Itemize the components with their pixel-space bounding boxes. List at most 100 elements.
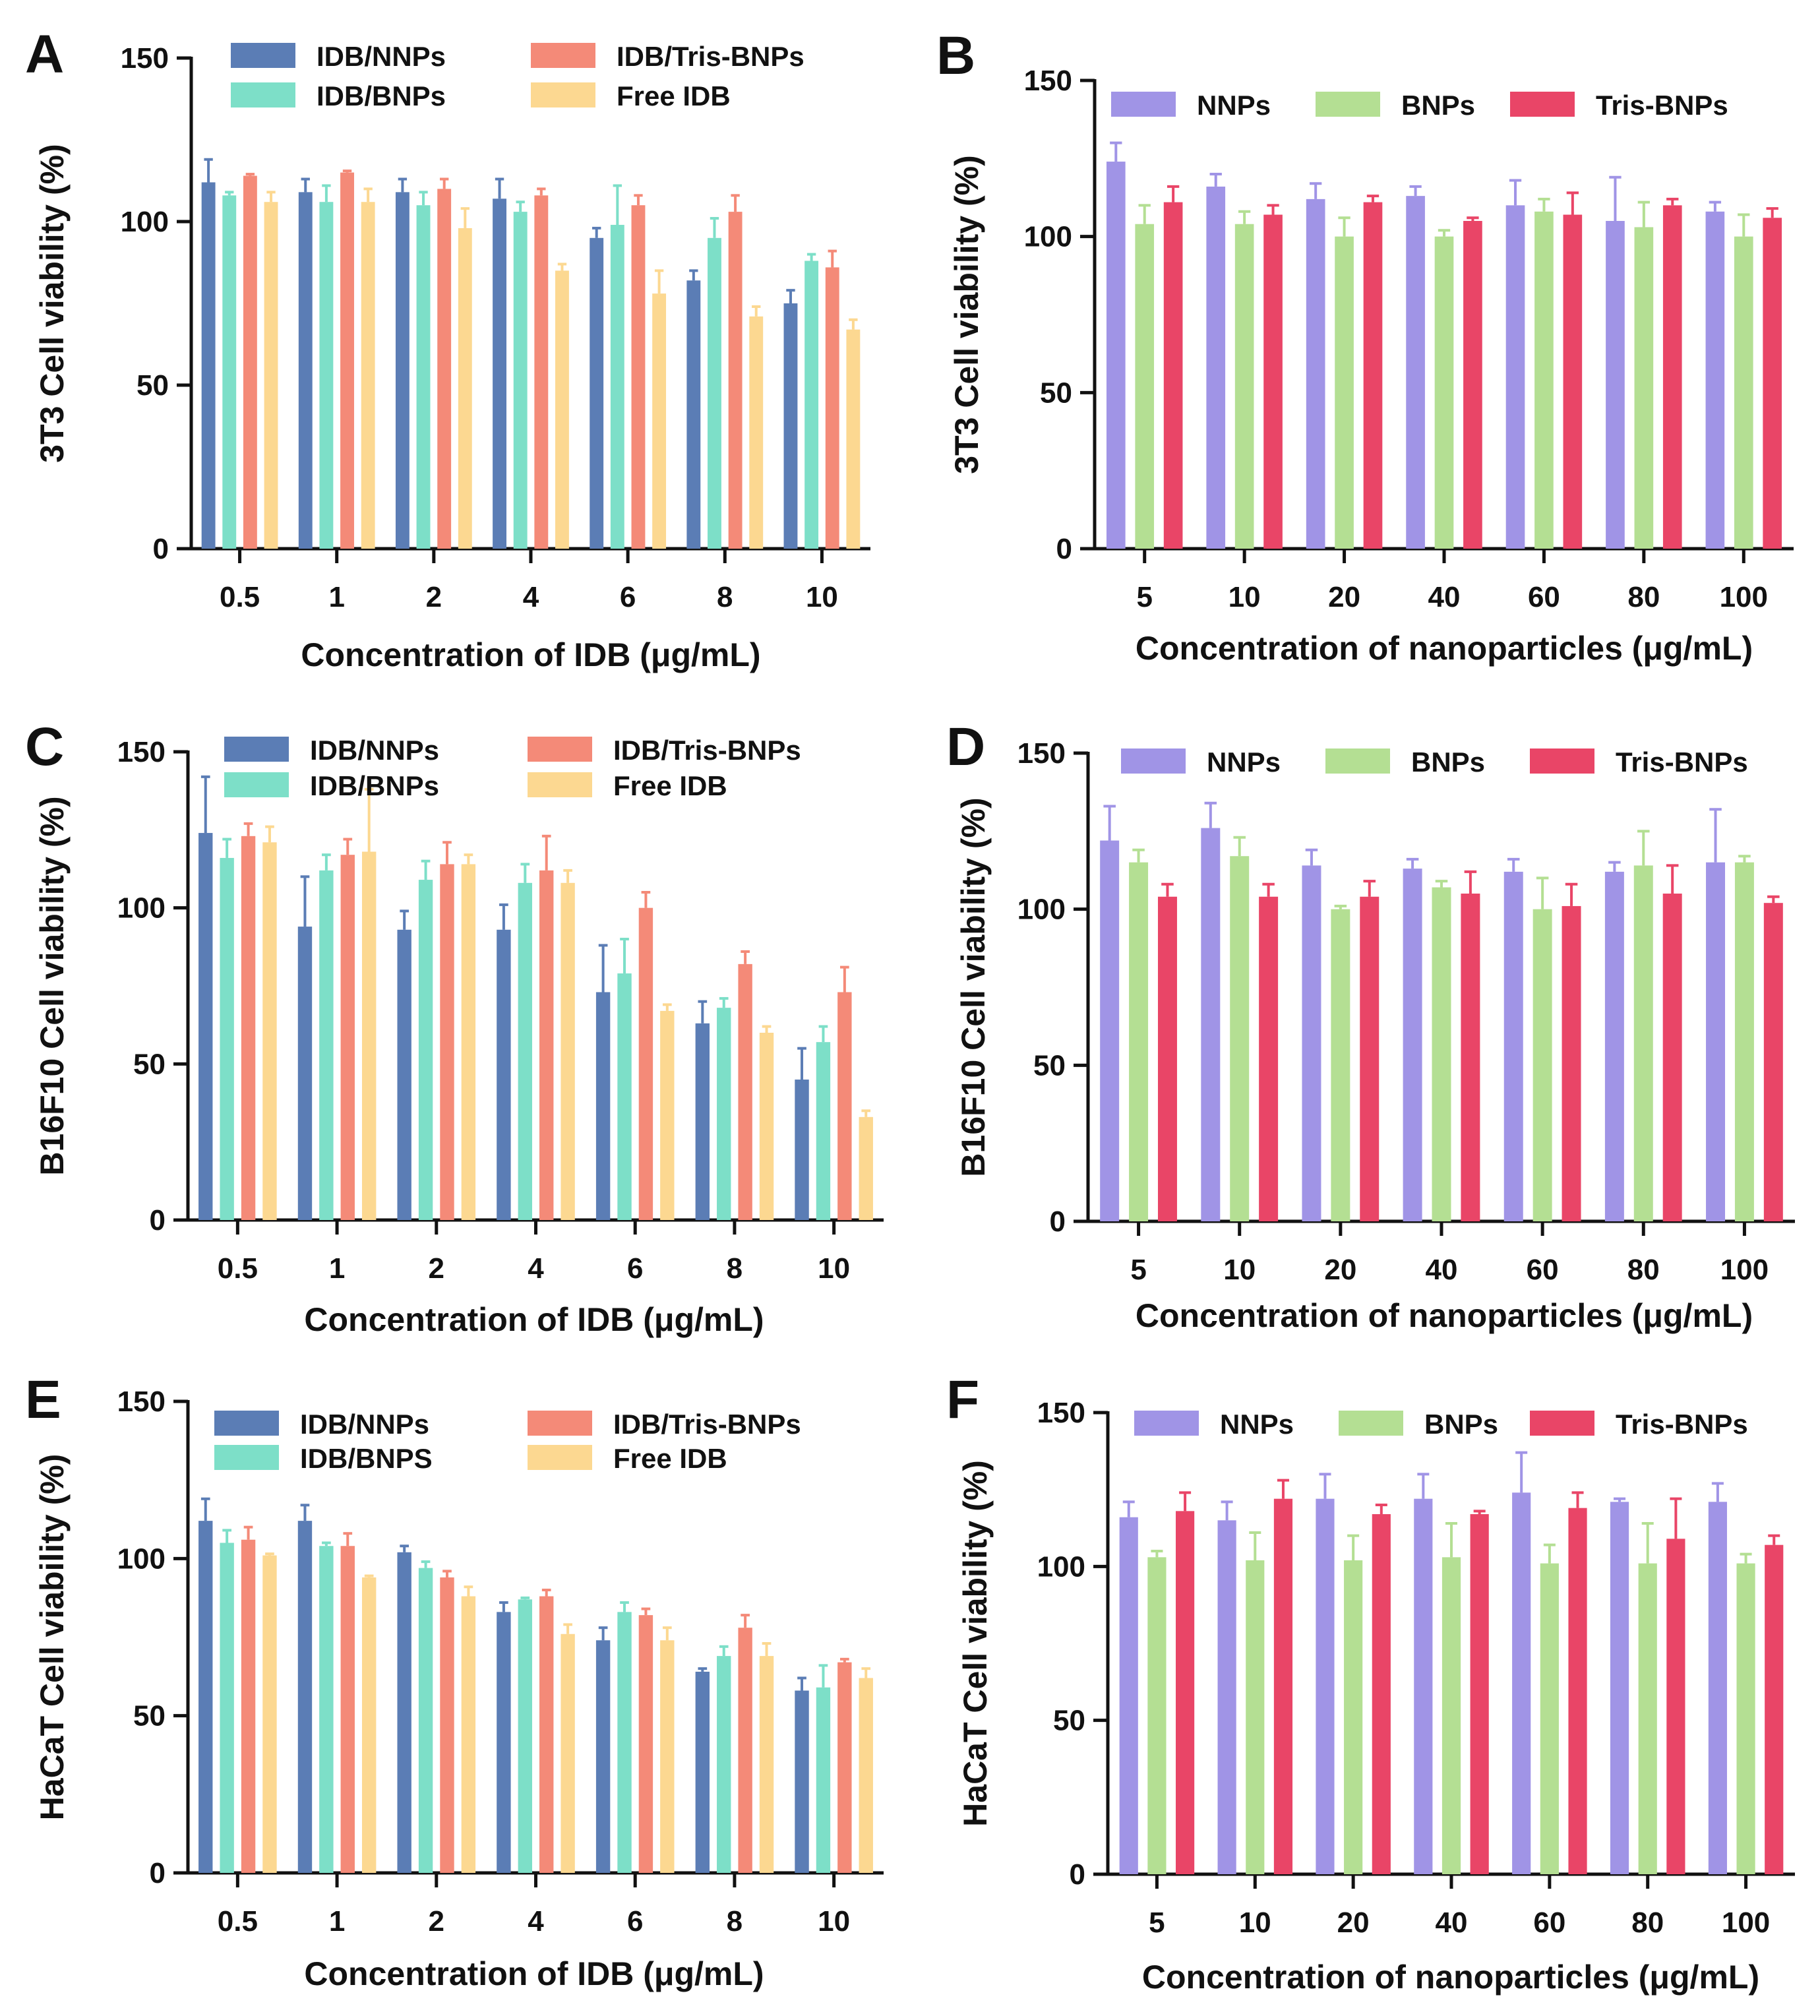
bar-idb-nnps — [298, 192, 313, 549]
bar-idb-bnps — [418, 1568, 433, 1873]
x-tick-label: 20 — [1337, 1907, 1370, 1939]
bar-tris-bnps — [1568, 1508, 1587, 1874]
bar-tris-bnps — [1360, 896, 1380, 1221]
bar-idb-tris-bnps — [440, 1577, 454, 1873]
bar-idb-nnps — [297, 927, 313, 1220]
bar-tris-bnps — [1662, 894, 1682, 1221]
legend-swatch — [1339, 1411, 1403, 1436]
bar-idb-tris-bnps — [241, 836, 256, 1220]
x-axis-title: Concentration of nanoparticles (μg/mL) — [1136, 1297, 1753, 1334]
bar-bnps — [1432, 887, 1451, 1221]
bar-free-idb — [361, 202, 375, 549]
bar-tris-bnps — [1263, 214, 1283, 549]
bar-idb-bnps — [416, 205, 431, 549]
bar-idb-nnps — [297, 1521, 313, 1873]
y-tick-label: 0 — [153, 533, 169, 565]
legend-swatch — [214, 1445, 279, 1470]
bar-tris-bnps — [1363, 202, 1383, 549]
x-tick-label: 10 — [1228, 581, 1261, 613]
x-tick-label: 20 — [1324, 1254, 1356, 1286]
bar-bnps — [1534, 211, 1554, 549]
y-tick-label: 100 — [121, 206, 169, 238]
bar-free-idb — [361, 851, 377, 1220]
x-tick-label: 60 — [1527, 1254, 1559, 1286]
legend: NNPs BNPs Tris-BNPs — [1134, 1409, 1748, 1440]
legend-label: IDB/Tris-BNPs — [613, 1409, 801, 1440]
y-tick-label: 150 — [1037, 1397, 1085, 1429]
x-tick-label: 60 — [1528, 581, 1560, 613]
bar-free-idb — [846, 329, 861, 549]
y-tick-label: 50 — [136, 369, 169, 402]
bar-tris-bnps — [1461, 894, 1480, 1221]
bar-idb-tris-bnps — [837, 992, 852, 1220]
legend-swatch — [528, 772, 592, 797]
x-tick-label: 4 — [528, 1252, 544, 1285]
x-tick-label: 8 — [717, 581, 733, 613]
bar-bnps — [1234, 224, 1254, 549]
bar-idb-bnps — [319, 870, 334, 1220]
x-axis-title: Concentration of IDB (μg/mL) — [304, 1955, 764, 1992]
bar-idb-nnps — [497, 1612, 511, 1873]
x-tick-label: 5 — [1136, 581, 1152, 613]
x-tick-label: 6 — [620, 581, 636, 613]
bar-tris-bnps — [1666, 1539, 1685, 1874]
bar-idb-bnps — [220, 1543, 234, 1873]
y-tick-label: 150 — [117, 1386, 166, 1418]
bar-nnps — [1406, 196, 1425, 549]
bar-idb-bnps — [610, 224, 624, 549]
bar-idb-nnps — [795, 1690, 809, 1873]
x-axis-title: Concentration of nanoparticles (μg/mL) — [1142, 1959, 1759, 1996]
legend-label: BNPs — [1411, 747, 1485, 778]
bar-free-idb — [660, 1640, 675, 1873]
bar-free-idb — [859, 1116, 873, 1220]
bar-nnps — [1306, 199, 1325, 549]
x-tick-label: 2 — [429, 1252, 444, 1285]
panel-letter: A — [25, 24, 64, 84]
panel-letter: B — [936, 26, 975, 86]
legend-label: NNPs — [1220, 1409, 1294, 1440]
x-tick-label: 100 — [1722, 1907, 1770, 1939]
bar-idb-tris-bnps — [738, 963, 752, 1220]
legend-swatch — [224, 772, 289, 797]
bar-tris-bnps — [1763, 218, 1782, 549]
legend-swatch — [528, 1411, 592, 1436]
bar-free-idb — [561, 1634, 575, 1873]
legend-label: IDB/BNPs — [310, 770, 439, 801]
bar-nnps — [1106, 162, 1126, 549]
x-tick-label: 6 — [627, 1905, 643, 1938]
legend-swatch — [231, 43, 295, 68]
x-tick-label: 10 — [1239, 1907, 1271, 1939]
y-tick-label: 150 — [1017, 737, 1066, 770]
bar-idb-bnps — [513, 212, 528, 549]
x-tick-label: 6 — [627, 1252, 643, 1285]
bar-nnps — [1201, 828, 1221, 1221]
bar-idb-bnps — [518, 1599, 532, 1873]
bar-bnps — [1638, 1563, 1657, 1874]
bar-tris-bnps — [1157, 896, 1177, 1221]
legend-label: IDB/Tris-BNPs — [617, 41, 804, 72]
bar-idb-bnps — [816, 1687, 831, 1873]
bar-idb-tris-bnps — [738, 1628, 752, 1873]
legend-swatch — [231, 82, 295, 107]
y-axis-title: HaCaT Cell viability (%) — [957, 1460, 994, 1827]
legend-label: IDB/Tris-BNPs — [613, 735, 801, 766]
bar-idb-nnps — [695, 1023, 710, 1220]
bar-tris-bnps — [1763, 903, 1783, 1221]
bar-bnps — [1135, 224, 1155, 549]
legend-swatch — [1316, 92, 1380, 117]
bar-tris-bnps — [1273, 1498, 1293, 1874]
bar-idb-nnps — [695, 1671, 710, 1873]
bar-idb-nnps — [497, 929, 511, 1220]
x-tick-label: 10 — [806, 581, 838, 613]
bar-idb-tris-bnps — [631, 205, 646, 549]
bar-idb-bnps — [717, 1008, 731, 1220]
bar-nnps — [1706, 862, 1726, 1221]
bar-bnps — [1344, 1560, 1363, 1874]
bar-free-idb — [652, 293, 667, 549]
bar-nnps — [1100, 840, 1120, 1221]
bar-bnps — [1246, 1560, 1265, 1874]
bar-bnps — [1734, 236, 1753, 549]
x-tick-label: 100 — [1720, 1254, 1769, 1286]
legend-swatch — [528, 737, 592, 762]
